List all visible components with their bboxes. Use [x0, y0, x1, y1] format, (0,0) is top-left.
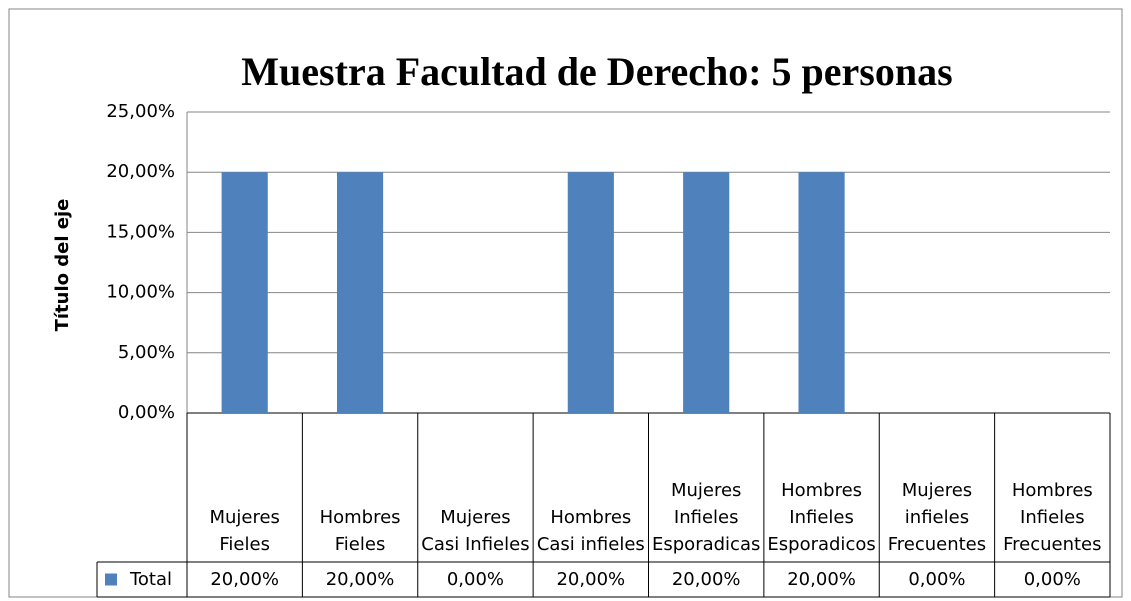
table-value: 0,00% — [446, 569, 505, 590]
category-label: Mujeres Infieles Esporadicas — [652, 480, 761, 555]
table-value: 20,00% — [671, 569, 741, 590]
bar — [798, 172, 845, 413]
table-value: 0,00% — [908, 569, 966, 590]
table-value: 0,00% — [1023, 569, 1081, 590]
category-label: Mujeres Casi Infieles — [421, 507, 530, 555]
legend-swatch — [105, 573, 117, 586]
category-label: Hombres Infieles Frecuentes — [1003, 480, 1102, 555]
bar — [683, 172, 730, 413]
category-label: Mujeres Fieles — [209, 507, 280, 555]
bar — [567, 172, 614, 413]
category-label: Mujeres infieles Frecuentes — [887, 480, 987, 555]
chart-title: Muestra Facultad de Derecho: 5 personas — [241, 49, 952, 94]
bar — [221, 172, 268, 413]
bar — [336, 172, 384, 413]
y-tick-label: 10,00% — [106, 282, 175, 303]
table-value: 20,00% — [787, 569, 856, 590]
y-tick-label: 20,00% — [106, 161, 175, 182]
table-value: 20,00% — [556, 569, 626, 590]
category-label: Hombres Fieles — [319, 507, 401, 555]
legend-label: Total — [129, 569, 173, 590]
y-tick-label: 15,00% — [106, 221, 175, 242]
category-label: Hombres Casi infieles — [536, 507, 645, 555]
y-tick-label: 25,00% — [106, 101, 175, 122]
table-value: 20,00% — [325, 569, 395, 590]
category-label: Hombres Infieles Esporadicos — [767, 480, 876, 555]
y-axis-title: Título del eje — [52, 199, 73, 332]
y-tick-label: 5,00% — [118, 342, 175, 363]
table-value: 20,00% — [210, 569, 279, 590]
y-tick-label: 0,00% — [118, 402, 175, 423]
